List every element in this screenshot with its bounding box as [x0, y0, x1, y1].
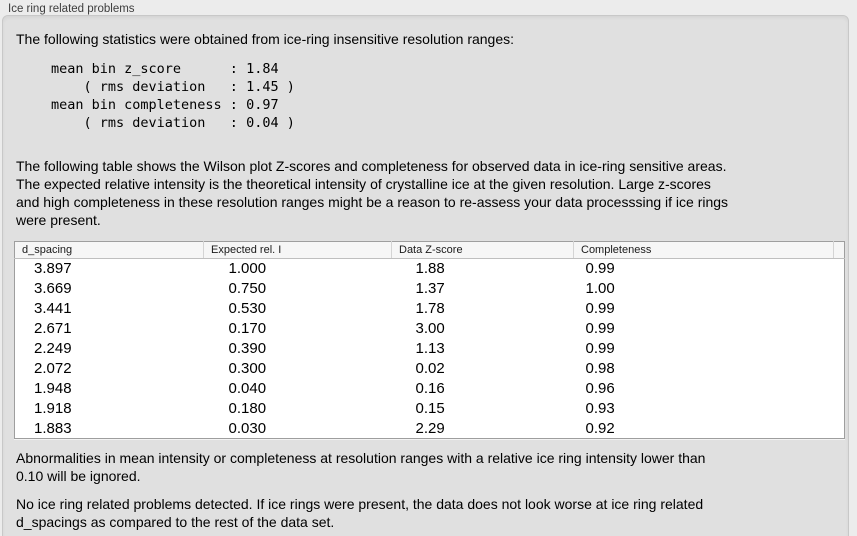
table-cell: 0.99 [585, 260, 615, 278]
table-description: The following table shows the Wilson plo… [16, 158, 729, 228]
column-header-data-z-score[interactable]: Data Z-score [391, 241, 574, 259]
table-cell: 1.918 [34, 400, 72, 417]
table-cell: 0.96 [585, 380, 615, 397]
table-cell: 0.99 [585, 340, 615, 357]
table-cell: 0.750 [228, 280, 267, 297]
table-cell: 2.249 [34, 340, 72, 357]
table-row[interactable]: 3.897 1.000 1.88 0.99 [15, 259, 845, 279]
table-cell [834, 319, 845, 339]
table-cell [834, 259, 845, 279]
table-cell: 1.000 [228, 260, 267, 278]
table-cell: 0.530 [228, 300, 267, 317]
table-cell: 1.883 [34, 419, 72, 437]
ice-ring-table[interactable]: d_spacing Expected rel. I Data Z-score C… [14, 241, 845, 439]
table-cell: 0.15 [415, 400, 445, 417]
table-cell [834, 419, 845, 439]
table-cell: 3.00 [415, 320, 445, 337]
table-cell [834, 379, 845, 399]
table-cell: 0.99 [585, 300, 615, 317]
table-cell: 0.99 [585, 320, 615, 337]
table-body: 3.897 1.000 1.88 0.99 3.669 0.750 1.37 1.00 3.44… [15, 259, 845, 439]
table-header-row: d_spacing Expected rel. I Data Z-score C… [14, 241, 845, 259]
table-cell: 1.00 [585, 280, 615, 297]
table-cell: 1.78 [415, 300, 445, 317]
table-cell: 0.390 [228, 340, 267, 357]
table-cell: 0.98 [585, 360, 615, 377]
table-cell: 0.93 [585, 400, 615, 417]
table-cell [834, 399, 845, 419]
table-cell: 0.16 [415, 380, 445, 397]
stats-block: mean bin z_score : 1.84 ( rms deviation … [51, 61, 295, 131]
conclusion-text: No ice ring related problems detected. I… [16, 496, 704, 530]
column-header-d-spacing[interactable]: d_spacing [14, 241, 204, 259]
table-cell: 1.88 [415, 260, 445, 278]
table-row[interactable]: 1.918 0.180 0.15 0.93 [15, 399, 845, 419]
table-cell: 2.29 [415, 419, 445, 437]
table-cell [834, 279, 845, 299]
table-cell [834, 359, 845, 379]
table-cell: 0.02 [415, 360, 445, 377]
table-cell: 0.170 [228, 320, 267, 337]
table-cell: 2.072 [34, 360, 72, 377]
table-row[interactable]: 2.671 0.170 3.00 0.99 [15, 319, 845, 339]
table-cell: 1.948 [34, 380, 72, 397]
table-row[interactable]: 3.669 0.750 1.37 1.00 [15, 279, 845, 299]
table-cell: 0.030 [228, 419, 267, 437]
table-cell: 0.300 [228, 360, 267, 377]
intro-paragraph: The following statistics were obtained f… [16, 31, 515, 47]
group-box-label: Ice ring related problems [8, 3, 135, 15]
table-row[interactable]: 2.249 0.390 1.13 0.99 [15, 339, 845, 359]
table-cell: 0.040 [228, 380, 267, 397]
table-row[interactable]: 2.072 0.300 0.02 0.98 [15, 359, 845, 379]
ice-ring-report-panel: The following statistics were obtained f… [2, 15, 849, 536]
table-cell: 3.669 [34, 280, 72, 297]
table-row[interactable]: 3.441 0.530 1.78 0.99 [15, 299, 845, 319]
column-header-spacer [833, 241, 845, 259]
table-cell: 3.441 [34, 300, 72, 317]
table-cell: 0.92 [585, 419, 615, 437]
table-row[interactable]: 1.883 0.030 2.29 0.92 [15, 419, 845, 439]
column-header-expected-rel-i[interactable]: Expected rel. I [203, 241, 392, 259]
table-row[interactable]: 1.948 0.040 0.16 0.96 [15, 379, 845, 399]
table-cell: 3.897 [34, 260, 72, 278]
table-cell [834, 339, 845, 359]
column-header-completeness[interactable]: Completeness [573, 241, 834, 259]
table-cell: 1.13 [415, 340, 445, 357]
ignore-note: Abnormalities in mean intensity or compl… [16, 450, 706, 484]
table-cell: 2.671 [34, 320, 72, 337]
table-cell [834, 299, 845, 319]
table-cell: 1.37 [415, 280, 445, 297]
table-cell: 0.180 [228, 400, 267, 417]
